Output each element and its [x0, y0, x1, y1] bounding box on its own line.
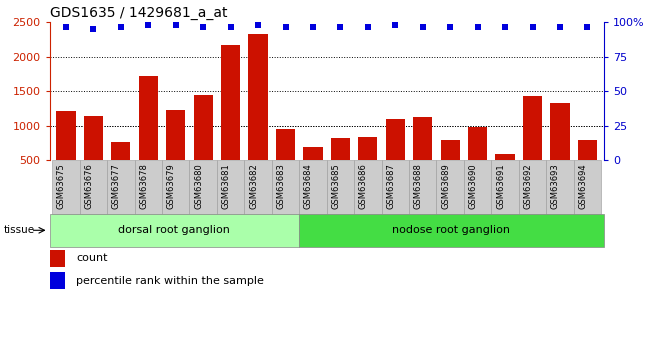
Bar — [135, 160, 162, 214]
Point — [527, 24, 538, 29]
Bar — [272, 160, 299, 214]
Point — [335, 24, 346, 29]
Bar — [221, 45, 240, 195]
Point — [253, 22, 263, 28]
Point — [143, 22, 154, 28]
Bar — [436, 160, 464, 214]
Text: GSM63676: GSM63676 — [84, 163, 94, 209]
Bar — [112, 142, 131, 195]
Point — [308, 24, 318, 29]
Point — [418, 24, 428, 29]
Bar — [492, 160, 519, 214]
Bar — [244, 160, 272, 214]
Bar — [299, 160, 327, 214]
Text: GSM63688: GSM63688 — [414, 163, 423, 209]
Bar — [327, 160, 354, 214]
Bar — [381, 160, 409, 214]
Bar — [166, 110, 185, 195]
Text: GSM63691: GSM63691 — [496, 163, 505, 209]
Point — [198, 24, 209, 29]
Point — [88, 27, 99, 32]
Bar — [189, 160, 217, 214]
Point — [280, 24, 291, 29]
Text: GSM63693: GSM63693 — [551, 163, 560, 209]
Point — [582, 24, 593, 29]
Text: GSM63685: GSM63685 — [331, 163, 341, 209]
Bar — [276, 129, 295, 195]
Bar — [80, 160, 107, 214]
Text: dorsal root ganglion: dorsal root ganglion — [118, 225, 230, 235]
Bar — [496, 154, 515, 195]
Bar — [52, 160, 80, 214]
Bar — [523, 96, 542, 195]
Bar — [193, 95, 213, 195]
Point — [115, 24, 126, 29]
Bar — [578, 140, 597, 195]
Bar — [304, 147, 323, 195]
Text: GSM63678: GSM63678 — [139, 163, 148, 209]
Bar — [139, 76, 158, 195]
Text: GSM63680: GSM63680 — [194, 163, 203, 209]
Point — [61, 24, 71, 29]
Text: GSM63675: GSM63675 — [57, 163, 66, 209]
Bar — [546, 160, 574, 214]
Bar — [519, 160, 546, 214]
Bar — [84, 116, 103, 195]
Text: GSM63681: GSM63681 — [222, 163, 230, 209]
Bar — [385, 119, 405, 195]
Text: GSM63683: GSM63683 — [277, 163, 286, 209]
Bar — [56, 111, 76, 195]
Point — [362, 24, 373, 29]
Text: GSM63690: GSM63690 — [469, 163, 478, 209]
Bar — [217, 160, 244, 214]
Bar — [248, 34, 268, 195]
Text: GSM63684: GSM63684 — [304, 163, 313, 209]
Bar — [107, 160, 135, 214]
Text: nodose root ganglion: nodose root ganglion — [393, 225, 510, 235]
Text: count: count — [76, 253, 108, 263]
Bar — [413, 117, 432, 195]
Text: GSM63682: GSM63682 — [249, 163, 258, 209]
Bar — [299, 214, 604, 247]
Bar — [162, 160, 189, 214]
Text: GSM63686: GSM63686 — [359, 163, 368, 209]
Bar — [468, 127, 487, 195]
Text: tissue: tissue — [3, 225, 34, 235]
Bar — [331, 138, 350, 195]
Point — [170, 22, 181, 28]
Bar — [409, 160, 436, 214]
Point — [473, 24, 483, 29]
Bar — [354, 160, 381, 214]
Point — [225, 24, 236, 29]
Text: GSM63692: GSM63692 — [523, 163, 533, 209]
Text: GSM63679: GSM63679 — [167, 163, 176, 209]
Text: GSM63689: GSM63689 — [441, 163, 450, 209]
Bar — [50, 250, 65, 267]
Bar — [50, 214, 299, 247]
Bar — [50, 272, 65, 289]
Point — [554, 24, 565, 29]
Point — [390, 22, 401, 28]
Point — [445, 24, 455, 29]
Text: GDS1635 / 1429681_a_at: GDS1635 / 1429681_a_at — [50, 6, 227, 20]
Bar — [441, 140, 460, 195]
Text: GSM63694: GSM63694 — [578, 163, 587, 209]
Bar — [574, 160, 601, 214]
Bar — [358, 137, 378, 195]
Bar — [464, 160, 492, 214]
Text: percentile rank within the sample: percentile rank within the sample — [76, 276, 264, 286]
Text: GSM63677: GSM63677 — [112, 163, 121, 209]
Point — [500, 24, 510, 29]
Bar — [550, 103, 570, 195]
Text: GSM63687: GSM63687 — [386, 163, 395, 209]
